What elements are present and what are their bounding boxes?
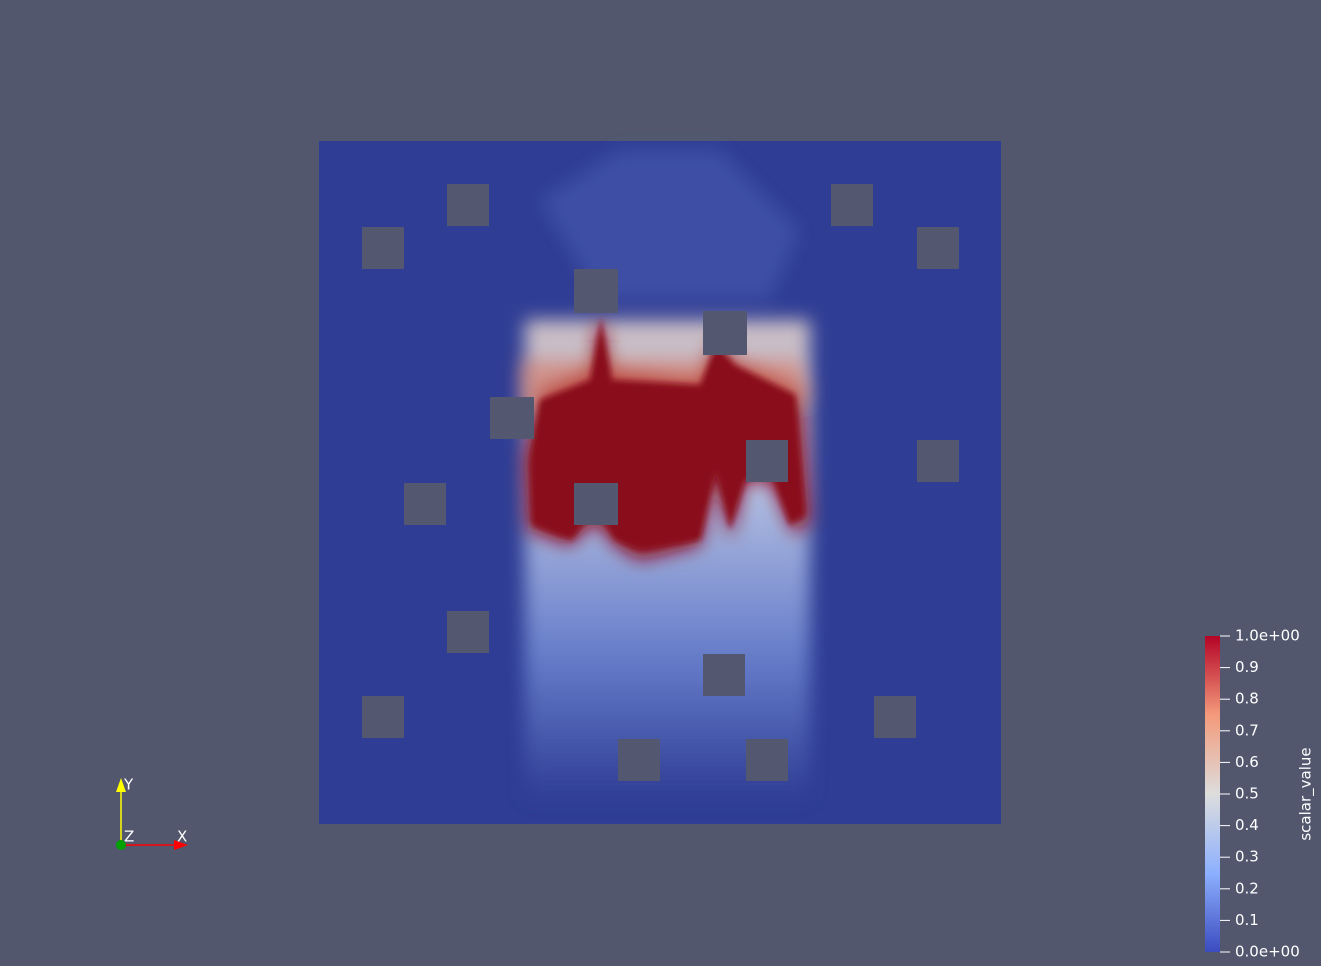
color-bar-tick-label: 1.0e+00: [1235, 627, 1300, 645]
color-bar-tick-label: 0.7: [1235, 721, 1259, 739]
color-bar-tick-label: 0.2: [1235, 879, 1259, 897]
color-bar-tick-label: 0.4: [1235, 816, 1259, 834]
z-axis-dot: [116, 840, 126, 850]
color-bar-tick-label: 0.1: [1235, 911, 1259, 929]
color-bar-tick-label: 0.5: [1235, 785, 1259, 803]
field-render: [319, 141, 1001, 824]
color-bar-tick-label: 0.0e+00: [1235, 943, 1300, 961]
color-bar-tick-label: 0.6: [1235, 753, 1259, 771]
color-bar-gradient: [1205, 636, 1220, 952]
x-arrow-head: [174, 840, 188, 850]
color-bar-tick-label: 0.9: [1235, 658, 1259, 676]
color-bar-title: scalar_value: [1297, 747, 1316, 840]
y-label: Y: [123, 776, 134, 794]
color-bar-tick-label: 0.8: [1235, 690, 1259, 708]
obstacles: [362, 184, 959, 781]
z-label: Z: [124, 828, 134, 846]
color-bar: scalar_value 1.0e+00 0.9 0.8 0.7 0.6 0.5 0.4 0.…: [1205, 627, 1316, 961]
y-arrow-head: [116, 778, 126, 792]
color-bar-tick-label: 0.3: [1235, 848, 1259, 866]
x-label: X: [177, 828, 187, 846]
axes-triad: Y Z X: [116, 776, 188, 850]
